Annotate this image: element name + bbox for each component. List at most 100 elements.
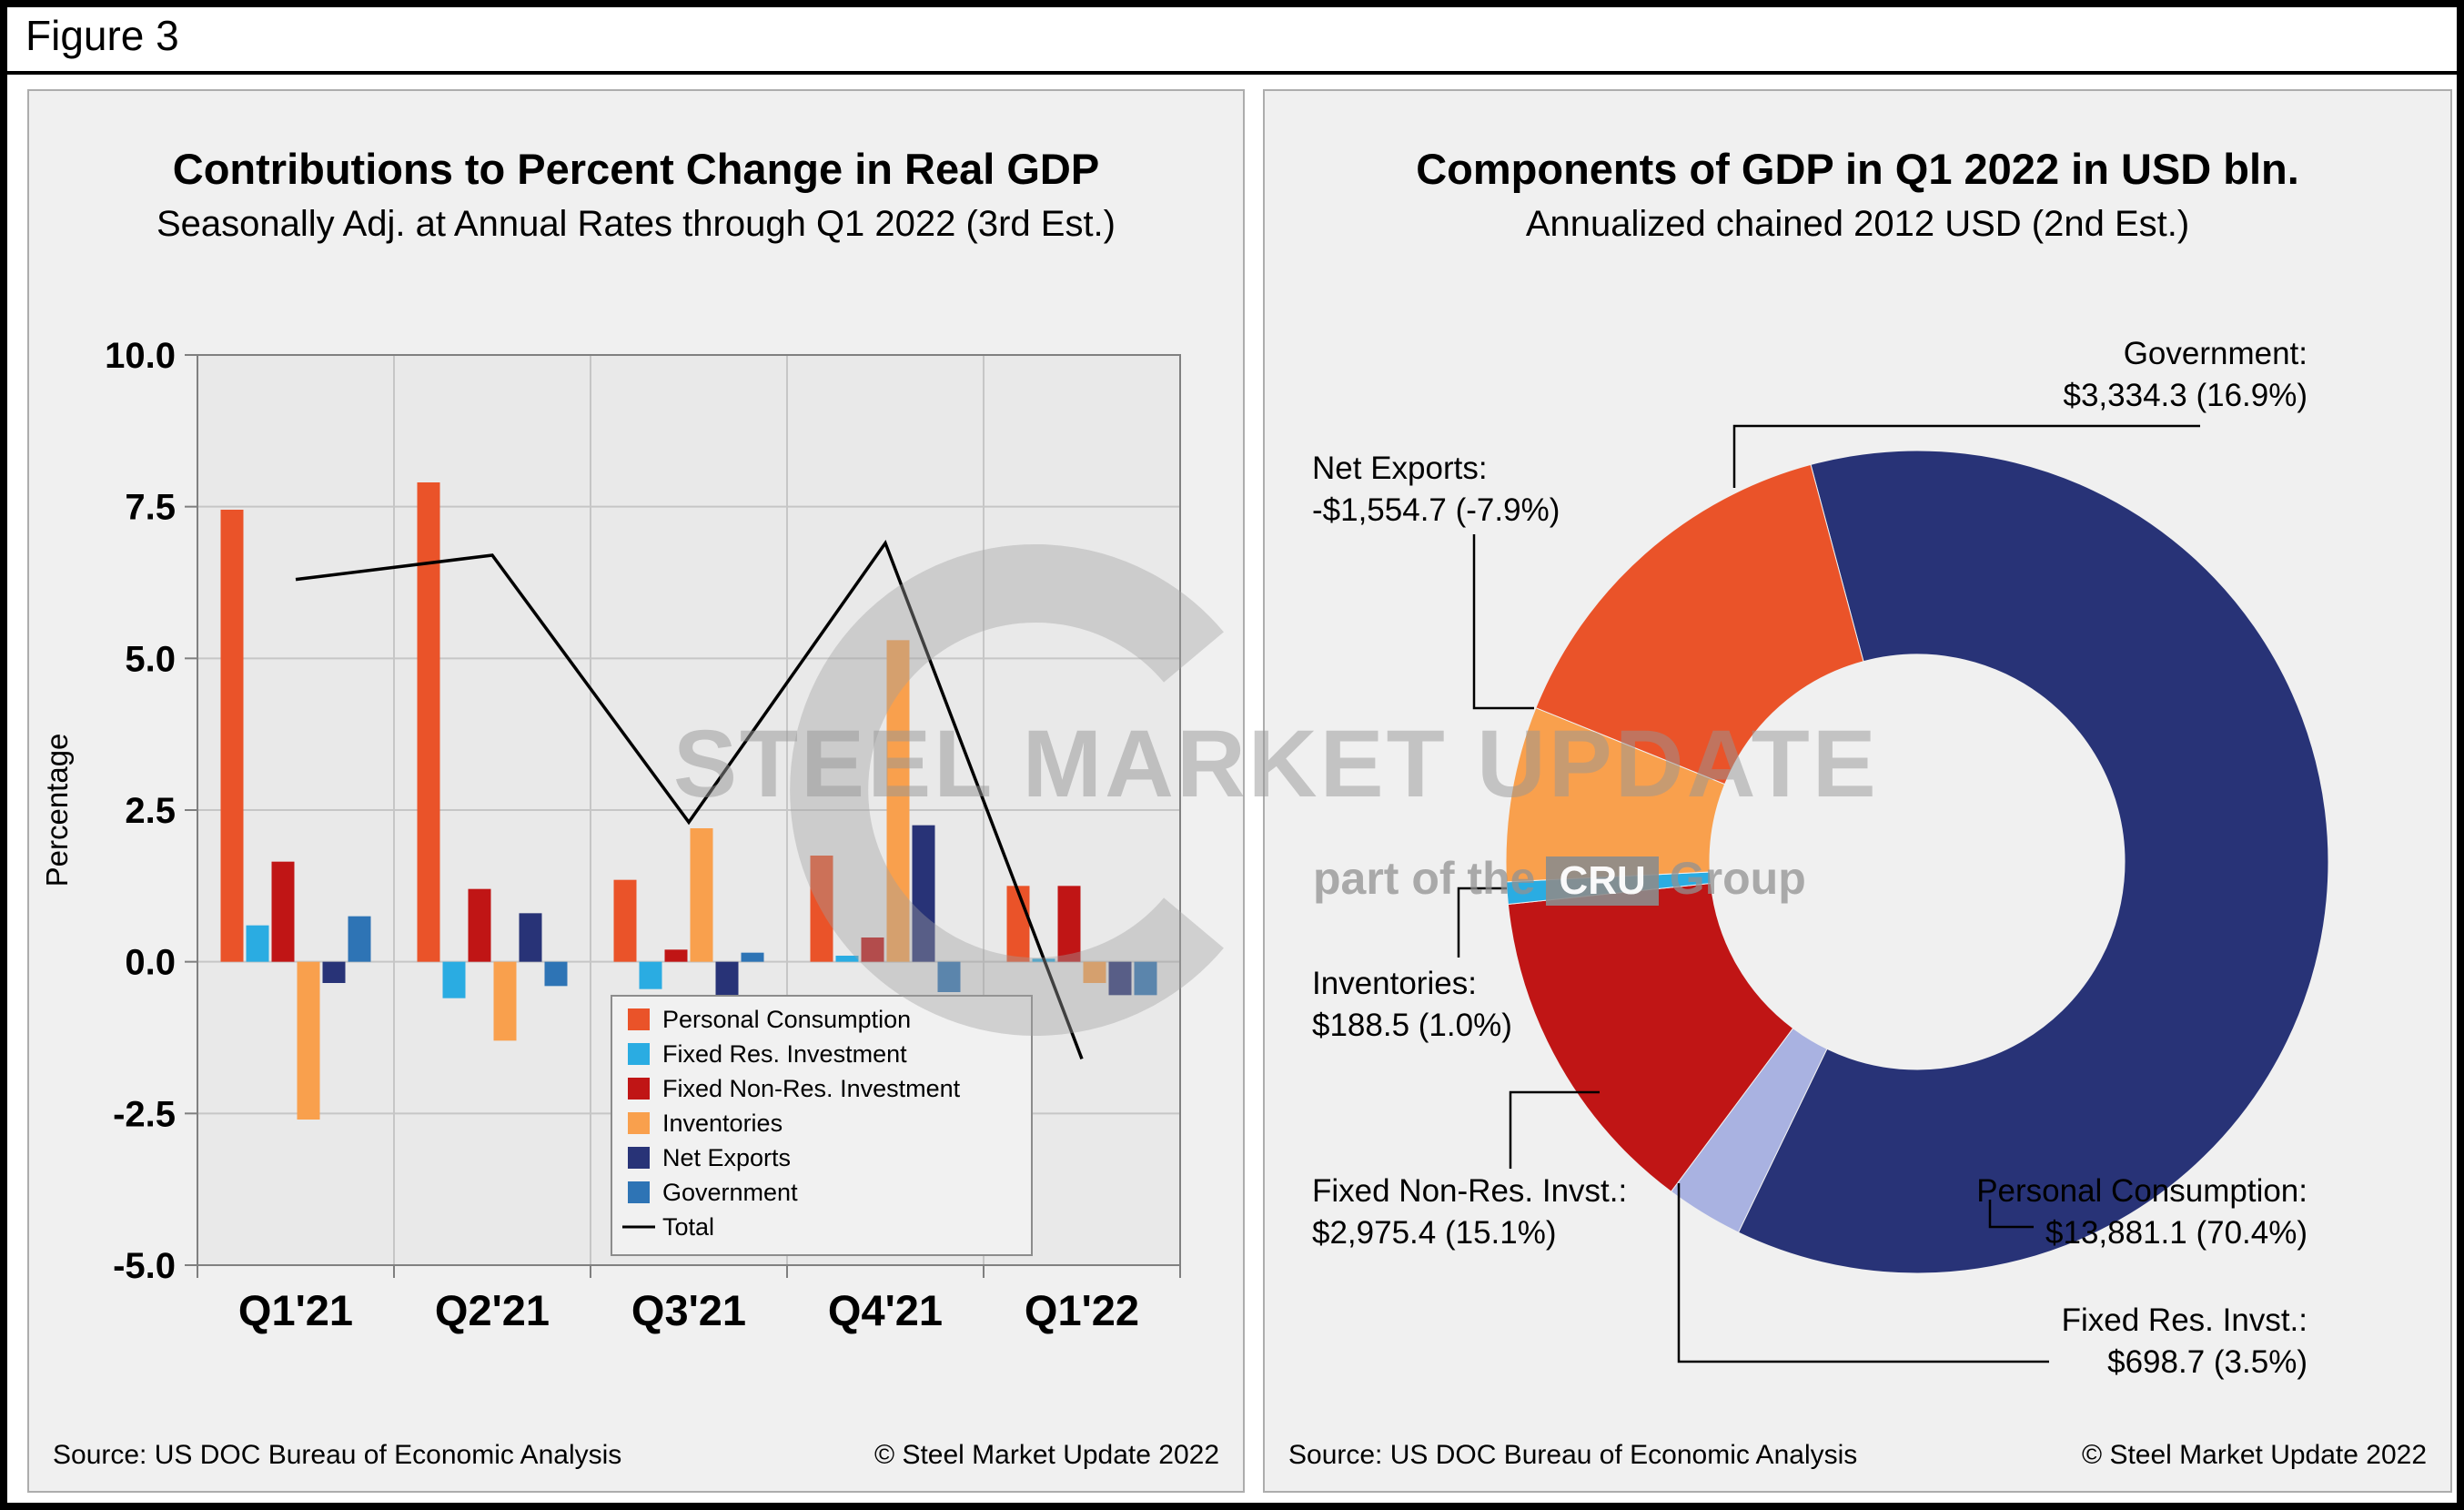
bar-net-exports <box>912 825 935 962</box>
bar-personal-consumption <box>417 482 440 962</box>
y-tick-label: 5.0 <box>125 639 176 679</box>
bar-fixed-non-res-investment <box>664 949 688 962</box>
legend-label: Inventories <box>662 1110 783 1137</box>
legend-swatch-fixed-res-investment <box>628 1043 650 1065</box>
y-tick-label: 7.5 <box>125 488 176 528</box>
legend-swatch-inventories <box>628 1112 650 1134</box>
label-personal-consumption-name: Personal Consumption: <box>1976 1173 2307 1209</box>
label-net-exports: Net Exports: -$1,554.7 (-7.9%) <box>1312 448 1560 532</box>
plot-border <box>197 354 1181 1266</box>
gdp-components-chart <box>1457 424 2329 1363</box>
donut-chart-title: Components of GDP in Q1 2022 in USD bln. <box>1416 145 2299 193</box>
label-personal-consumption-value: $13,881.1 (70.4%) <box>2045 1215 2307 1251</box>
label-personal-consumption: Personal Consumption: $13,881.1 (70.4%) <box>1976 1171 2307 1254</box>
label-fixed-res-name: Fixed Res. Invst.: <box>2061 1302 2307 1338</box>
bar-fixed-non-res-investment <box>271 861 295 962</box>
leader-line <box>1472 534 1534 710</box>
bar-government <box>1134 961 1157 996</box>
label-inventories: Inventories: $188.5 (1.0%) <box>1312 963 1512 1047</box>
donut-chart-copyright: © Steel Market Update 2022 <box>2082 1440 2427 1470</box>
x-category-label: Q4'21 <box>828 1286 943 1334</box>
donut-slice-fixed-non-res-invst- <box>1507 882 1794 1192</box>
label-fixed-nonres-name: Fixed Non-Res. Invst.: <box>1312 1173 1628 1209</box>
bar-net-exports <box>519 913 542 962</box>
x-category-label: Q1'22 <box>1025 1286 1139 1334</box>
label-fixed-nonres-value: $2,975.4 (15.1%) <box>1312 1215 1557 1251</box>
bar-inventories <box>886 640 910 962</box>
donut-slice-government <box>1535 463 1864 785</box>
header-divider <box>7 71 2457 75</box>
x-category-label: Q1'21 <box>238 1286 353 1334</box>
bar-government <box>348 916 371 962</box>
bar-personal-consumption <box>613 879 637 962</box>
leader-line <box>1677 1183 2049 1363</box>
donut-chart-source: Source: US DOC Bureau of Economic Analys… <box>1288 1440 1858 1470</box>
bar-chart-source: Source: US DOC Bureau of Economic Analys… <box>53 1440 622 1470</box>
bar-fixed-res-investment <box>835 956 859 962</box>
bar-personal-consumption <box>1006 886 1030 962</box>
bar-inventories <box>1083 961 1106 983</box>
x-category-label: Q2'21 <box>435 1286 550 1334</box>
label-inventories-name: Inventories: <box>1312 966 1477 1001</box>
label-fixed-res-value: $698.7 (3.5%) <box>2107 1344 2307 1380</box>
legend-box <box>611 995 1033 1256</box>
bar-fixed-res-investment <box>442 961 466 998</box>
bar-personal-consumption <box>220 510 244 962</box>
legend-label: Net Exports <box>662 1144 791 1171</box>
label-fixed-res: Fixed Res. Invst.: $698.7 (3.5%) <box>2062 1300 2307 1383</box>
bar-inventories <box>690 828 713 962</box>
y-tick-label: 10.0 <box>105 336 176 376</box>
leader-line <box>1457 887 1507 958</box>
donut-slice-personal-consumption <box>1737 450 2329 1274</box>
bar-inventories <box>493 961 517 1041</box>
legend-label: Personal Consumption <box>662 1006 911 1033</box>
bar-fixed-res-investment <box>639 961 662 989</box>
figure-title: Figure 3 <box>25 12 179 59</box>
label-net-exports-value: -$1,554.7 (-7.9%) <box>1312 492 1560 528</box>
donut-chart-subtitle: Annualized chained 2012 USD (2nd Est.) <box>1525 204 2190 244</box>
bar-fixed-non-res-investment <box>861 937 884 962</box>
y-tick-label: -2.5 <box>113 1094 176 1134</box>
legend-label: Fixed Res. Investment <box>662 1040 907 1068</box>
label-government: Government: $3,334.3 (16.9%) <box>2063 333 2307 417</box>
bar-net-exports <box>322 961 346 983</box>
x-category-label: Q3'21 <box>631 1286 746 1334</box>
label-government-name: Government: <box>2123 336 2307 371</box>
leader-line <box>1732 424 2200 488</box>
legend-label: Government <box>662 1179 798 1206</box>
y-tick-label: 0.0 <box>125 943 176 983</box>
bar-net-exports <box>715 961 739 998</box>
leader-line <box>1988 1200 2034 1229</box>
figure-canvas: Figure 3 Contributions to Percent Change… <box>7 7 2457 1503</box>
gdp-components-panel: Components of GDP in Q1 2022 in USD bln.… <box>1263 89 2452 1493</box>
legend-label: Total <box>662 1213 714 1241</box>
bar-government <box>937 961 961 992</box>
bar-government <box>544 961 568 987</box>
bar-inventories <box>297 961 320 1120</box>
bar-government <box>741 952 764 962</box>
legend-swatch-government <box>628 1181 650 1203</box>
bar-net-exports <box>1108 961 1132 996</box>
y-tick-label: 2.5 <box>125 791 176 831</box>
legend-swatch-net-exports <box>628 1147 650 1169</box>
legend-swatch-fixed-non-res-investment <box>628 1078 650 1100</box>
legend-swatch-personal-consumption <box>628 1008 650 1030</box>
bar-chart-subtitle: Seasonally Adj. at Annual Rates through … <box>157 204 1116 244</box>
label-inventories-value: $188.5 (1.0%) <box>1312 1008 1512 1043</box>
y-tick-label: -5.0 <box>113 1246 176 1286</box>
bar-fixed-non-res-investment <box>468 888 491 962</box>
legend-label: Fixed Non-Res. Investment <box>662 1075 961 1102</box>
label-government-value: $3,334.3 (16.9%) <box>2063 378 2307 413</box>
bar-chart-copyright: © Steel Market Update 2022 <box>874 1440 1219 1470</box>
leader-line <box>1509 1090 1600 1169</box>
gdp-contributions-chart: 10.0 7.5 5.0 2.5 0.0 -2.5 -5.0 Q1'21 Q2'21 Q3'21 Q… <box>40 336 1181 1334</box>
bar-chart-title: Contributions to Percent Change in Real … <box>172 145 1100 193</box>
bar-fixed-res-investment <box>246 925 269 962</box>
gdp-contributions-panel: Contributions to Percent Change in Real … <box>27 89 1245 1493</box>
total-line <box>295 539 1084 1059</box>
y-axis-title: Percentage <box>40 734 74 887</box>
bar-fixed-non-res-investment <box>1057 886 1081 962</box>
label-net-exports-name: Net Exports: <box>1312 451 1488 486</box>
label-fixed-nonres: Fixed Non-Res. Invst.: $2,975.4 (15.1%) <box>1312 1171 1627 1254</box>
